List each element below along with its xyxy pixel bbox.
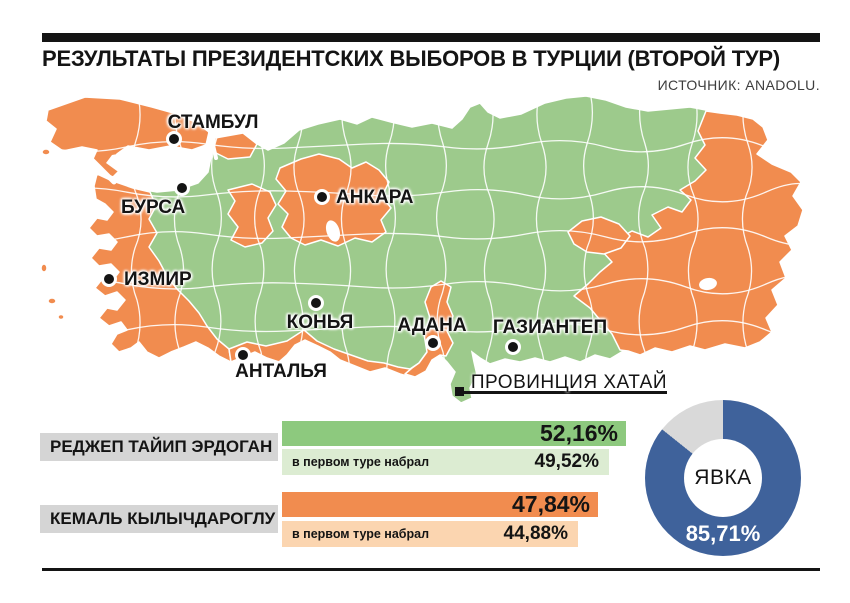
- city-dots: [101, 131, 521, 363]
- candidate-label-erdogan: РЕДЖЕП ТАЙИП ЭРДОГАН: [40, 433, 278, 461]
- ankara-dot: [314, 189, 330, 205]
- lake-tuz: [325, 220, 341, 242]
- gaziantep-dot: [505, 339, 521, 355]
- turnout-label: ЯВКА: [694, 466, 752, 489]
- hatay-callout-label: ПРОВИНЦИЯ ХАТАЙ: [470, 372, 667, 393]
- erdogan-first-round-value: 49,52%: [534, 451, 599, 472]
- islands: [40, 148, 65, 321]
- ankara-region: [275, 153, 392, 247]
- adana-region: [404, 280, 454, 378]
- marmara-sea: [106, 149, 213, 181]
- hatay-callout-line: [460, 391, 667, 394]
- city-label-bursa: БУРСА: [121, 197, 186, 218]
- city-label-istanbul: СТАМБУЛ: [167, 112, 259, 133]
- turnout-donut-hole: ЯВКА: [684, 439, 762, 517]
- city-label-adana: АДАНА: [397, 315, 467, 336]
- adana-dot: [425, 335, 441, 351]
- page-title: РЕЗУЛЬТАТЫ ПРЕЗИДЕНТСКИХ ВЫБОРОВ В ТУРЦИ…: [42, 46, 781, 71]
- erdogan-first-round-bar: в первом туре набрал 49,52%: [282, 449, 609, 475]
- bottom-rule: [42, 568, 820, 571]
- aegean-coast-region: [88, 173, 232, 363]
- city-label-izmir: ИЗМИР: [124, 269, 192, 290]
- kilicdaroglu-first-round-value: 44,88%: [503, 523, 568, 544]
- konya-dot: [308, 295, 324, 311]
- turnout-value: 85,71%: [685, 521, 761, 546]
- erdogan-first-round-label: в первом туре набрал: [292, 455, 430, 469]
- istanbul-dot: [166, 131, 182, 147]
- dardanelles-strait: [87, 155, 117, 185]
- kilicdaroglu-first-round-bar: в первом туре набрал 44,88%: [282, 521, 578, 547]
- kilicdaroglu-second-round-bar: 47,84%: [282, 491, 598, 517]
- thrace-region: [45, 96, 210, 178]
- seas-and-lakes: [87, 126, 717, 291]
- candidate-label-kilicdaroglu: КЕМАЛЬ КЫЛЫЧДАРОГЛУ: [40, 505, 278, 533]
- izmir-dot: [101, 271, 117, 287]
- top-rule: [42, 33, 820, 42]
- bosphorus-strait: [207, 126, 218, 160]
- bursa-dot: [174, 180, 190, 196]
- antalya-dot: [235, 347, 251, 363]
- orange-regions: [88, 110, 804, 379]
- erdogan-second-round-value: 52,16%: [539, 420, 618, 446]
- source-credit: ИСТОЧНИК: ANADOLU.: [657, 77, 820, 93]
- turnout-donut: ЯВКА 85,71%: [645, 400, 801, 556]
- lake-van: [699, 277, 717, 291]
- kilicdaroglu-second-round-value: 47,84%: [511, 491, 590, 517]
- city-label-konya: КОНЬЯ: [286, 312, 354, 333]
- hatay-marker-square: [455, 387, 464, 396]
- erdogan-second-round-bar: 52,16%: [282, 420, 626, 446]
- kilicdaroglu-first-round-label: в первом туре набрал: [292, 527, 430, 541]
- city-label-antalya: АНТАЛЬЯ: [235, 361, 327, 382]
- city-label-gaziantep: ГАЗИАНТЕП: [492, 317, 608, 338]
- city-label-ankara: АНКАРА: [336, 187, 414, 208]
- eskisehir-region: [227, 183, 277, 248]
